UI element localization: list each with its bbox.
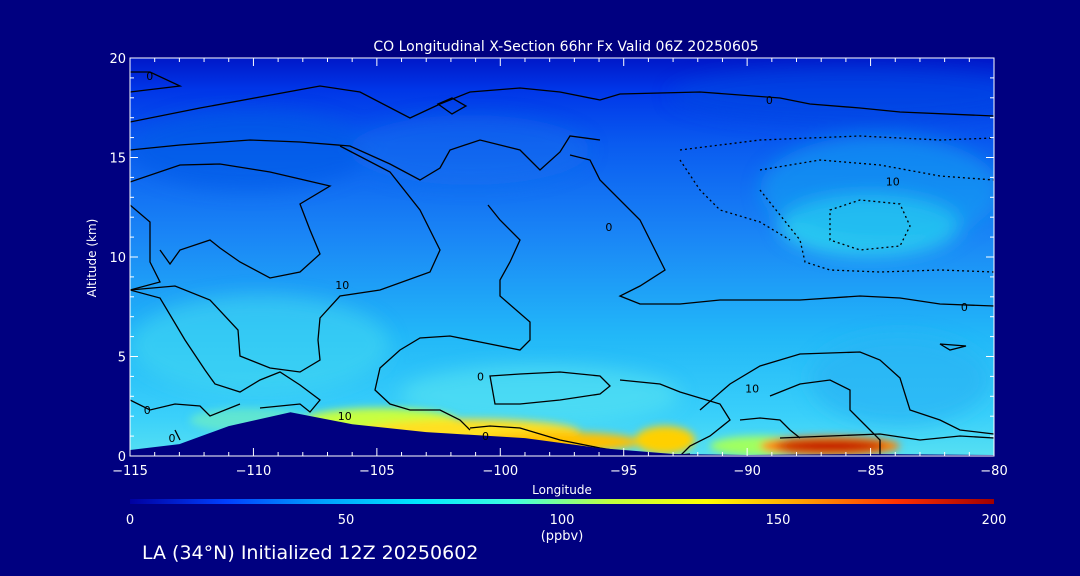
colorbar-tick-label: 0: [126, 513, 134, 528]
contour-labels: 0 0 10 0 0 10 0 0 10 10 0 0 0: [124, 70, 968, 445]
colorbar-tick-label: 100: [550, 513, 575, 528]
y-tick-label: 5: [118, 351, 126, 366]
contour-label: 0: [124, 249, 131, 262]
colorbar-ticks: 0 50 100 150 200: [126, 513, 1007, 528]
x-tick-label: −85: [857, 464, 884, 479]
contour-lines: [130, 71, 994, 456]
contour-label: 0: [605, 221, 612, 234]
contour-label: 10: [745, 382, 759, 395]
contour-label: 0: [477, 370, 484, 383]
x-axis: −115 −110 −105 −100 −95 −90 −85 −80: [112, 58, 1008, 479]
contour-label: 10: [338, 410, 352, 423]
colorbar: 0 50 100 150 200 (ppbv): [126, 499, 1007, 544]
y-axis-label: Altitude (km): [85, 219, 99, 298]
x-tick-label: −90: [733, 464, 760, 479]
contour-label: 0: [144, 404, 151, 417]
contour-label: 0: [146, 70, 153, 83]
x-axis-label: Longitude: [532, 483, 592, 497]
x-tick-label: −105: [359, 464, 395, 479]
chart-title: CO Longitudinal X-Section 66hr Fx Valid …: [373, 39, 758, 55]
init-footer: LA (34°N) Initialized 12Z 20250602: [142, 542, 479, 564]
dashed-contours: [679, 135, 994, 273]
y-tick-label: 20: [109, 52, 126, 67]
contour-label: 10: [335, 279, 349, 292]
contour-label: 10: [886, 175, 900, 188]
x-tick-label: −100: [482, 464, 518, 479]
x-tick-label: −80: [980, 464, 1007, 479]
x-tick-label: −110: [236, 464, 272, 479]
colorbar-ramp: [130, 499, 994, 504]
y-tick-label: 10: [109, 251, 126, 266]
colorbar-tick-label: 200: [982, 513, 1007, 528]
contour-label: 0: [168, 432, 175, 445]
contour-label: 0: [766, 94, 773, 107]
x-tick-label: −95: [610, 464, 637, 479]
y-tick-label: 15: [109, 152, 126, 167]
plot-area: 0 0 10 0 0 10 0 0 10 10 0 0 0: [124, 58, 994, 456]
x-tick-label: −115: [112, 464, 148, 479]
y-tick-label: 0: [118, 450, 126, 465]
field-blobs: [130, 67, 994, 425]
contour-label: 0: [961, 301, 968, 314]
contour-label: 0: [482, 430, 489, 443]
colorbar-tick-label: 50: [338, 513, 355, 528]
colorbar-tick-label: 150: [766, 513, 791, 528]
y-axis: 0 5 10 15 20: [109, 52, 994, 465]
terrain: [130, 412, 994, 456]
colorbar-unit: (ppbv): [541, 529, 584, 544]
